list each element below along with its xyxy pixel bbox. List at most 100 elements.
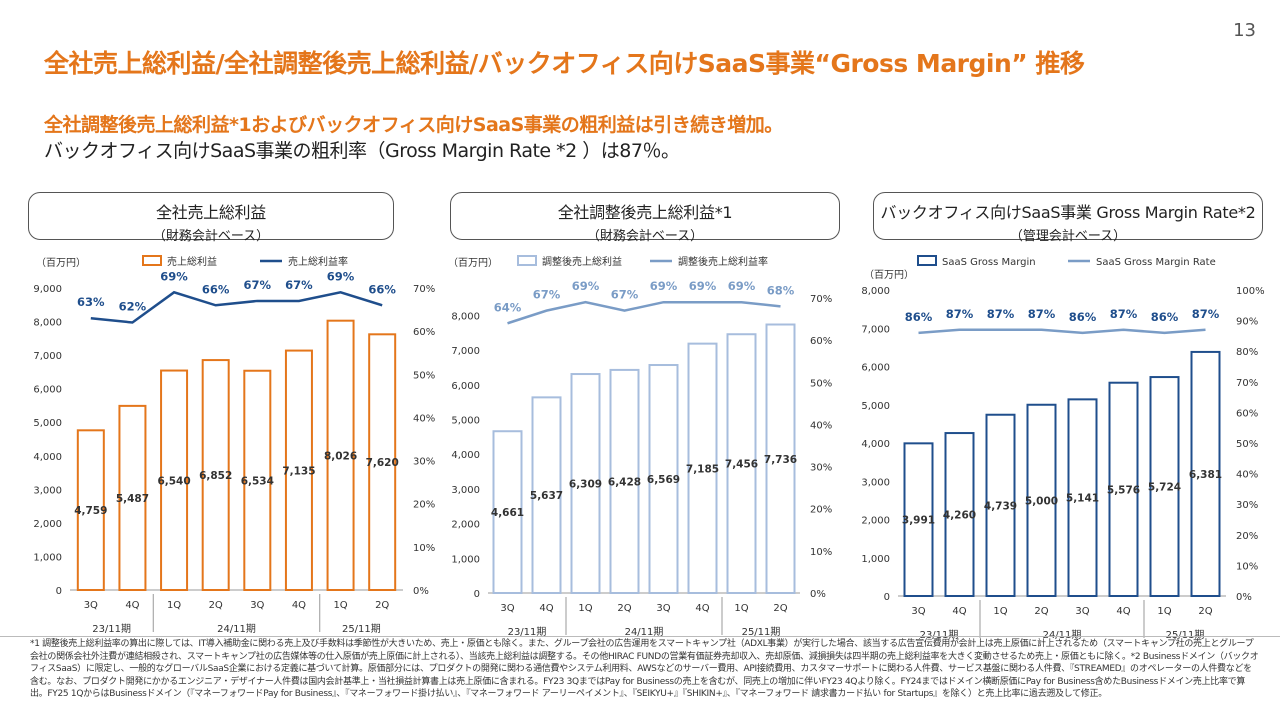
bar: [985, 413, 1016, 597]
bar-value-label: 4,260: [943, 510, 976, 522]
bar: [687, 342, 718, 595]
adjusted-gross-profit-chart: （百万円） 調整後売上総利益 調整後売上総利益率 0 1,000 2,000 3,000 4,…: [448, 255, 832, 638]
bar-value-label: 7,135: [282, 465, 315, 477]
y-tick-label: 1,000: [451, 554, 480, 565]
bar: [609, 368, 640, 595]
x-tick-label: 1Q: [1157, 606, 1171, 617]
y-tick-label: 8,000: [861, 286, 890, 297]
bar: [326, 319, 355, 592]
y-tick-label: 2,000: [451, 520, 480, 531]
bar-value-label: 5,724: [1148, 482, 1181, 494]
y2-tick-label: 30%: [413, 457, 435, 468]
rate-point-label: 62%: [119, 300, 147, 314]
rate-point-label: 68%: [767, 283, 795, 297]
y2-tick-label: 40%: [413, 413, 435, 424]
bar: [284, 349, 313, 591]
rate-point-label: 67%: [244, 278, 272, 292]
y2-tick-label: 10%: [1236, 561, 1258, 572]
x-tick-label: 3Q: [250, 600, 264, 611]
x-tick-label: 3Q: [84, 600, 98, 611]
bar-value-label: 6,569: [647, 474, 680, 486]
y-tick-label: 5,000: [861, 401, 890, 412]
x-tick-label: 1Q: [734, 603, 748, 614]
bar: [531, 396, 562, 594]
y-tick-label: 0: [56, 586, 62, 597]
bar: [1108, 381, 1139, 597]
x-tick-label: 2Q: [773, 603, 787, 614]
y-tick-label: 0: [474, 589, 480, 600]
bar: [765, 323, 796, 595]
rate-point-label: 69%: [572, 279, 600, 293]
fiscal-period-label: 24/11期: [1043, 629, 1082, 640]
footnote: *1 調整後売上総利益率の算出に際しては、IT導入補助金に関わる売上及び手数料は…: [30, 639, 1259, 699]
rate-point-label: 69%: [160, 269, 188, 283]
x-tick-label: 2Q: [209, 600, 223, 611]
bar-value-label: 5,637: [530, 490, 563, 502]
x-tick-label: 4Q: [292, 600, 306, 611]
bar: [944, 432, 975, 597]
bar-value-label: 7,456: [725, 459, 758, 471]
y2-tick-label: 40%: [1236, 470, 1258, 481]
y-tick-label: 9,000: [33, 284, 62, 295]
fiscal-period-label: 24/11期: [625, 626, 664, 638]
rate-point-label: 63%: [77, 295, 105, 309]
y2-tick-label: 0%: [413, 586, 429, 597]
bar: [726, 333, 757, 594]
fiscal-period-label: 23/11期: [92, 623, 131, 635]
bar-value-label: 8,026: [324, 450, 357, 462]
y2-tick-label: 10%: [810, 547, 832, 558]
footnote-divider: [0, 636, 1280, 637]
y2-tick-label: 50%: [810, 378, 832, 389]
y-tick-label: 8,000: [33, 318, 62, 329]
rate-line: [918, 328, 1206, 335]
x-tick-label: 3Q: [911, 606, 925, 617]
panel-header-adjusted-gross-profit: 全社調整後売上総利益*1 （財務会計ベース）: [450, 192, 840, 244]
bar: [368, 333, 397, 591]
rate-point-label: 67%: [533, 288, 561, 302]
legend-label: 売上総利益率: [288, 255, 348, 268]
rate-point-label: 69%: [728, 279, 756, 293]
legend-label: 売上総利益: [167, 255, 217, 268]
x-tick-label: 2Q: [1198, 606, 1212, 617]
panel-title: バックオフィス向けSaaS事業 Gross Margin Rate*2: [880, 203, 1256, 222]
rate-point-label: 64%: [494, 300, 522, 314]
y2-tick-label: 60%: [810, 336, 832, 347]
rate-line: [90, 290, 383, 324]
y-tick-label: 7,000: [861, 324, 890, 335]
y-tick-label: 1,000: [33, 552, 62, 563]
unit-label: （百万円）: [448, 257, 498, 269]
x-tick-label: 4Q: [125, 600, 139, 611]
rate-point-label: 67%: [611, 288, 639, 302]
y-tick-label: 7,000: [451, 346, 480, 357]
panel-title: 全社調整後売上総利益*1: [557, 203, 733, 222]
y2-tick-label: 80%: [1236, 347, 1258, 358]
rate-point-label: 87%: [1192, 307, 1220, 321]
bar-value-label: 6,428: [608, 476, 641, 488]
y-tick-label: 8,000: [451, 311, 480, 322]
y2-tick-label: 30%: [810, 463, 832, 474]
bar: [1067, 398, 1098, 597]
y2-tick-label: 90%: [1236, 317, 1258, 328]
panel-subtitle: （財務会計ベース）: [586, 229, 704, 244]
rate-point-label: 69%: [650, 279, 678, 293]
bar-value-label: 7,620: [366, 457, 399, 469]
bar: [570, 373, 601, 594]
legend-label: 調整後売上総利益: [542, 255, 622, 268]
x-tick-label: 4Q: [539, 603, 553, 614]
bar-value-label: 4,661: [491, 507, 524, 519]
bar: [201, 359, 230, 591]
y2-tick-label: 20%: [810, 505, 832, 516]
y2-tick-label: 40%: [810, 420, 832, 431]
legend-label: SaaS Gross Margin Rate: [1096, 257, 1216, 268]
rate-point-label: 87%: [987, 307, 1015, 321]
bar: [903, 442, 934, 597]
y2-tick-label: 50%: [1236, 439, 1258, 450]
subtitle-line-1: 全社調整後売上総利益*1およびバックオフィス向けSaaS事業の粗利益は引き続き増…: [44, 114, 783, 136]
rate-point-label: 69%: [689, 279, 717, 293]
y2-tick-label: 20%: [1236, 531, 1258, 542]
gross-profit-chart: （百万円） 売上総利益 売上総利益率 0 1,000 2,000 3,000 4,000 5,0…: [33, 255, 435, 635]
y-tick-label: 5,000: [33, 418, 62, 429]
rate-line: [507, 300, 781, 325]
y-tick-label: 3,000: [861, 477, 890, 488]
y-tick-label: 3,000: [451, 485, 480, 496]
